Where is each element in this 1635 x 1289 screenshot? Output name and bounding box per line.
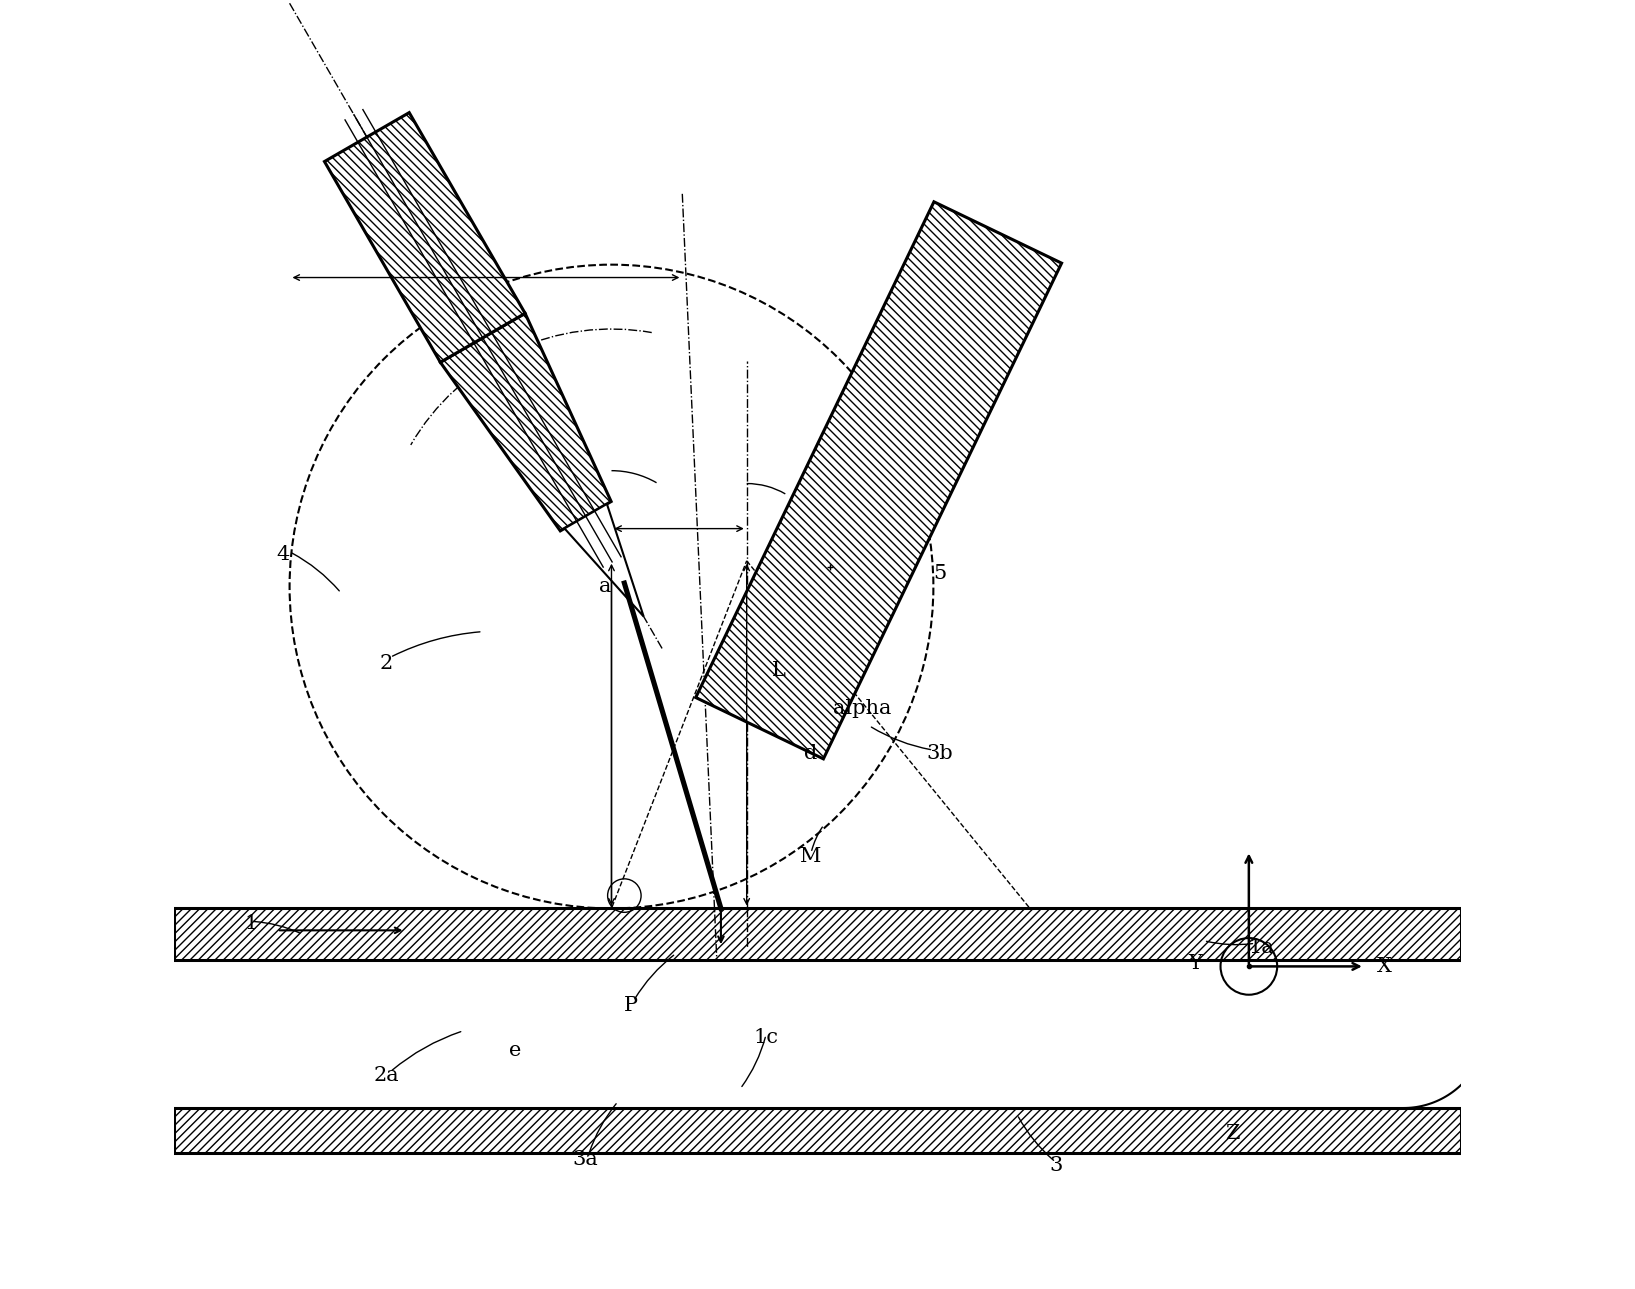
Text: Z: Z — [1225, 1124, 1239, 1143]
Text: Y: Y — [1189, 954, 1202, 973]
Text: 1: 1 — [244, 914, 258, 933]
Polygon shape — [440, 313, 611, 531]
Text: alpha: alpha — [834, 700, 891, 718]
Polygon shape — [324, 112, 525, 362]
Polygon shape — [173, 1109, 1462, 1154]
Text: 3a: 3a — [572, 1150, 598, 1169]
Text: P: P — [625, 995, 638, 1014]
Polygon shape — [697, 202, 1061, 759]
Text: d: d — [804, 745, 818, 763]
Text: X: X — [1377, 956, 1391, 976]
Polygon shape — [173, 909, 1462, 960]
Text: 1c: 1c — [754, 1027, 778, 1047]
Text: 4: 4 — [276, 545, 289, 563]
Text: a: a — [598, 577, 611, 596]
Text: M: M — [801, 847, 822, 866]
Text: L: L — [772, 661, 786, 679]
Text: 5: 5 — [934, 565, 947, 583]
Text: 2: 2 — [379, 655, 392, 673]
Text: 1a: 1a — [1249, 937, 1275, 956]
Text: e: e — [508, 1040, 522, 1060]
Text: 2a: 2a — [373, 1066, 399, 1085]
Text: 3b: 3b — [927, 745, 953, 763]
Text: 3: 3 — [1050, 1156, 1063, 1176]
Polygon shape — [564, 504, 644, 616]
